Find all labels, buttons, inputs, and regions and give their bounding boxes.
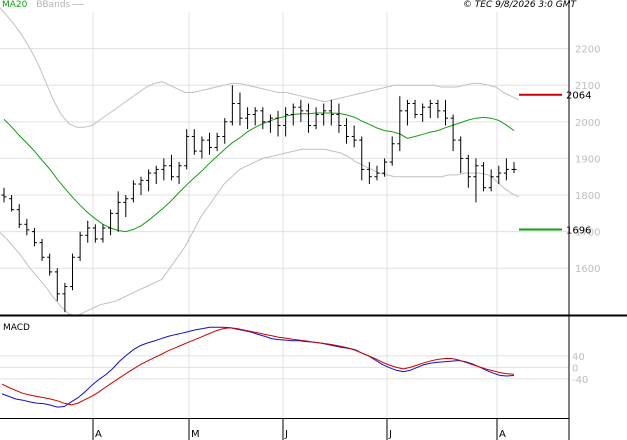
ohlc-bar bbox=[465, 154, 471, 188]
ohlc-bar bbox=[290, 103, 296, 126]
y-tick-label: 1900 bbox=[575, 154, 600, 165]
ohlc-bar bbox=[336, 103, 342, 133]
ohlc-bar bbox=[153, 165, 159, 185]
ohlc-bar bbox=[359, 136, 365, 181]
y-tick-label: 2200 bbox=[575, 45, 600, 56]
ohlc-bar bbox=[176, 162, 182, 185]
ohlc-bar bbox=[313, 107, 319, 130]
macd-line bbox=[1, 326, 515, 408]
ohlc-bar bbox=[511, 162, 517, 174]
macd-y-tick-label: 0 bbox=[572, 363, 578, 374]
bband-lower bbox=[0, 148, 520, 317]
ohlc-bar bbox=[47, 253, 53, 276]
level-label: 2064 bbox=[566, 91, 591, 102]
ohlc-bar bbox=[9, 195, 15, 212]
ohlc-bar bbox=[77, 231, 83, 261]
ohlc-bar bbox=[62, 282, 68, 313]
ohlc-bar bbox=[366, 162, 372, 185]
y-tick-label: 1800 bbox=[575, 191, 600, 202]
y-tick-label: 1600 bbox=[575, 264, 600, 275]
ohlc-bar bbox=[245, 107, 251, 130]
ohlc-bar bbox=[92, 224, 98, 243]
y-tick-label: 2000 bbox=[575, 118, 600, 129]
ohlc-bar bbox=[31, 227, 37, 247]
ohlc-bar bbox=[222, 118, 228, 144]
ohlc-bar bbox=[488, 169, 494, 192]
ohlc-bar bbox=[214, 132, 220, 152]
ohlc-bar bbox=[503, 158, 509, 181]
bband-upper bbox=[0, 6, 520, 128]
ohlc-bar bbox=[138, 176, 144, 196]
x-tick-label: J bbox=[284, 429, 288, 440]
ohlc-bar bbox=[473, 158, 479, 203]
ohlc-bar bbox=[435, 99, 441, 119]
legend-bbands-swatch bbox=[72, 4, 85, 5]
ohlc-bar bbox=[199, 136, 205, 159]
ma20-line bbox=[3, 112, 515, 233]
ohlc-bar bbox=[321, 103, 327, 126]
ohlc-bar bbox=[115, 191, 121, 232]
ohlc-bar bbox=[427, 99, 433, 119]
x-tick-label: J bbox=[388, 429, 392, 440]
y-tick-label: 1700 bbox=[575, 228, 600, 239]
legend-item-ma20: MA20 bbox=[2, 0, 28, 10]
x-tick-label: A bbox=[499, 429, 506, 440]
ohlc-bar bbox=[298, 99, 304, 122]
ohlc-bar bbox=[397, 96, 403, 152]
ohlc-bar bbox=[252, 107, 258, 126]
signal-line bbox=[1, 327, 515, 406]
ohlc-bar bbox=[374, 165, 380, 181]
x-tick-label: A bbox=[95, 429, 102, 440]
ohlc-bar bbox=[275, 110, 281, 137]
ohlc-bar bbox=[267, 114, 273, 133]
ohlc-bar bbox=[382, 158, 388, 177]
ohlc-bar bbox=[100, 224, 106, 243]
ohlc-bar bbox=[16, 204, 22, 228]
ohlc-bar bbox=[184, 129, 190, 170]
ohlc-bar bbox=[404, 99, 410, 126]
copyright-credit: © TEC 9/8/2026 3:0 GMT bbox=[462, 0, 576, 10]
ohlc-bar bbox=[130, 180, 136, 203]
legend-item-bbands: BBands bbox=[36, 0, 71, 10]
x-tick-label: M bbox=[191, 429, 200, 440]
ohlc-bar bbox=[496, 165, 502, 185]
ohlc-bar bbox=[1, 187, 7, 203]
ohlc-bar bbox=[207, 132, 213, 155]
ohlc-bar bbox=[123, 195, 129, 217]
ohlc-bar bbox=[389, 136, 395, 166]
ohlc-bar bbox=[85, 220, 91, 243]
level-label: 1696 bbox=[566, 225, 591, 236]
ohlc-bar bbox=[344, 118, 350, 144]
macd-title: MACD bbox=[3, 323, 30, 333]
ohlc-bar bbox=[481, 162, 487, 192]
ohlc-bar bbox=[260, 107, 266, 130]
ohlc-bar bbox=[168, 154, 174, 181]
ohlc-bar bbox=[39, 238, 45, 261]
ohlc-bar bbox=[420, 103, 426, 122]
y-tick-label: 2100 bbox=[575, 81, 600, 92]
ohlc-bar bbox=[54, 268, 60, 302]
ohlc-bar bbox=[191, 129, 197, 155]
ohlc-bar bbox=[229, 85, 235, 126]
ohlc-bar bbox=[146, 169, 152, 192]
chart-legend: MA20 BBands bbox=[2, 0, 90, 11]
macd-y-tick-label: -40 bbox=[572, 375, 588, 386]
ohlc-bar bbox=[108, 209, 114, 236]
ohlc-bar bbox=[328, 99, 334, 126]
ohlc-bar bbox=[412, 99, 418, 119]
ohlc-bar bbox=[442, 99, 448, 126]
ohlc-bar bbox=[351, 125, 357, 148]
ohlc-bar bbox=[450, 114, 456, 152]
macd-y-tick-label: 40 bbox=[572, 352, 585, 363]
ohlc-bar bbox=[237, 92, 243, 126]
ohlc-bar bbox=[305, 103, 311, 133]
ohlc-bar bbox=[70, 253, 76, 291]
ohlc-bar bbox=[161, 158, 167, 181]
ohlc-bar bbox=[458, 136, 464, 174]
ohlc-bar bbox=[24, 218, 30, 236]
ohlc-bar bbox=[283, 107, 289, 137]
